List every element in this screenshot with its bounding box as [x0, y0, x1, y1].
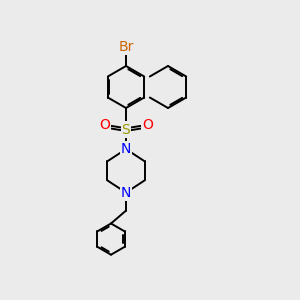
Text: Br: Br: [118, 40, 134, 54]
Text: O: O: [99, 118, 110, 132]
Text: N: N: [121, 186, 131, 200]
Text: S: S: [122, 123, 130, 136]
Text: N: N: [121, 142, 131, 156]
Text: O: O: [142, 118, 153, 132]
